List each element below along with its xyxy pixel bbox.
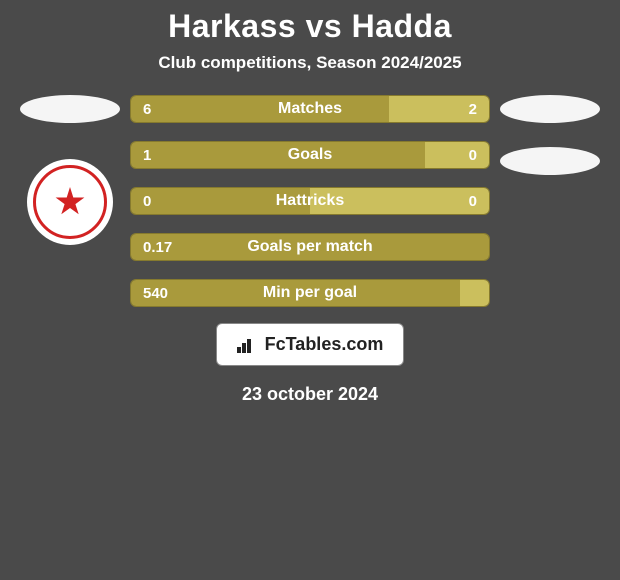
stat-left-value: 1: [131, 142, 425, 168]
stat-left-value: 540: [131, 280, 460, 306]
right-player-col: [490, 91, 610, 175]
stat-bars: 62Matches 10Goals 00Hattricks 0.17Goals per…: [130, 91, 490, 307]
left-player-avatar: [20, 95, 120, 123]
subtitle: Club competitions, Season 2024/2025: [0, 53, 620, 73]
stat-left-value: 0: [131, 188, 310, 214]
branding-row: FcTables.com: [0, 323, 620, 366]
stat-row: 540Min per goal: [130, 279, 490, 307]
left-player-col: [10, 91, 130, 245]
stat-row: 62Matches: [130, 95, 490, 123]
bar-chart-icon: [237, 337, 257, 353]
left-club-logo-inner: [33, 165, 107, 239]
stat-row: 10Goals: [130, 141, 490, 169]
stat-left-value: 0.17: [131, 234, 489, 260]
right-player-avatar: [500, 95, 600, 123]
stat-right-value: 0: [310, 188, 489, 214]
stat-right-value: 2: [389, 96, 489, 122]
title: Harkass vs Hadda: [0, 8, 620, 45]
stat-right-value: 0: [425, 142, 489, 168]
right-club-placeholder: [500, 147, 600, 175]
fctables-badge[interactable]: FcTables.com: [216, 323, 405, 366]
content-row: 62Matches 10Goals 00Hattricks 0.17Goals per…: [0, 91, 620, 307]
stat-row: 0.17Goals per match: [130, 233, 490, 261]
date: 23 october 2024: [0, 384, 620, 405]
left-club-logo: [27, 159, 113, 245]
stat-right-value: [460, 280, 489, 306]
left-club-star-icon: [55, 187, 85, 217]
stat-left-value: 6: [131, 96, 389, 122]
comparison-widget: Harkass vs Hadda Club competitions, Seas…: [0, 0, 620, 405]
badge-text: FcTables.com: [265, 334, 384, 355]
stat-row: 00Hattricks: [130, 187, 490, 215]
